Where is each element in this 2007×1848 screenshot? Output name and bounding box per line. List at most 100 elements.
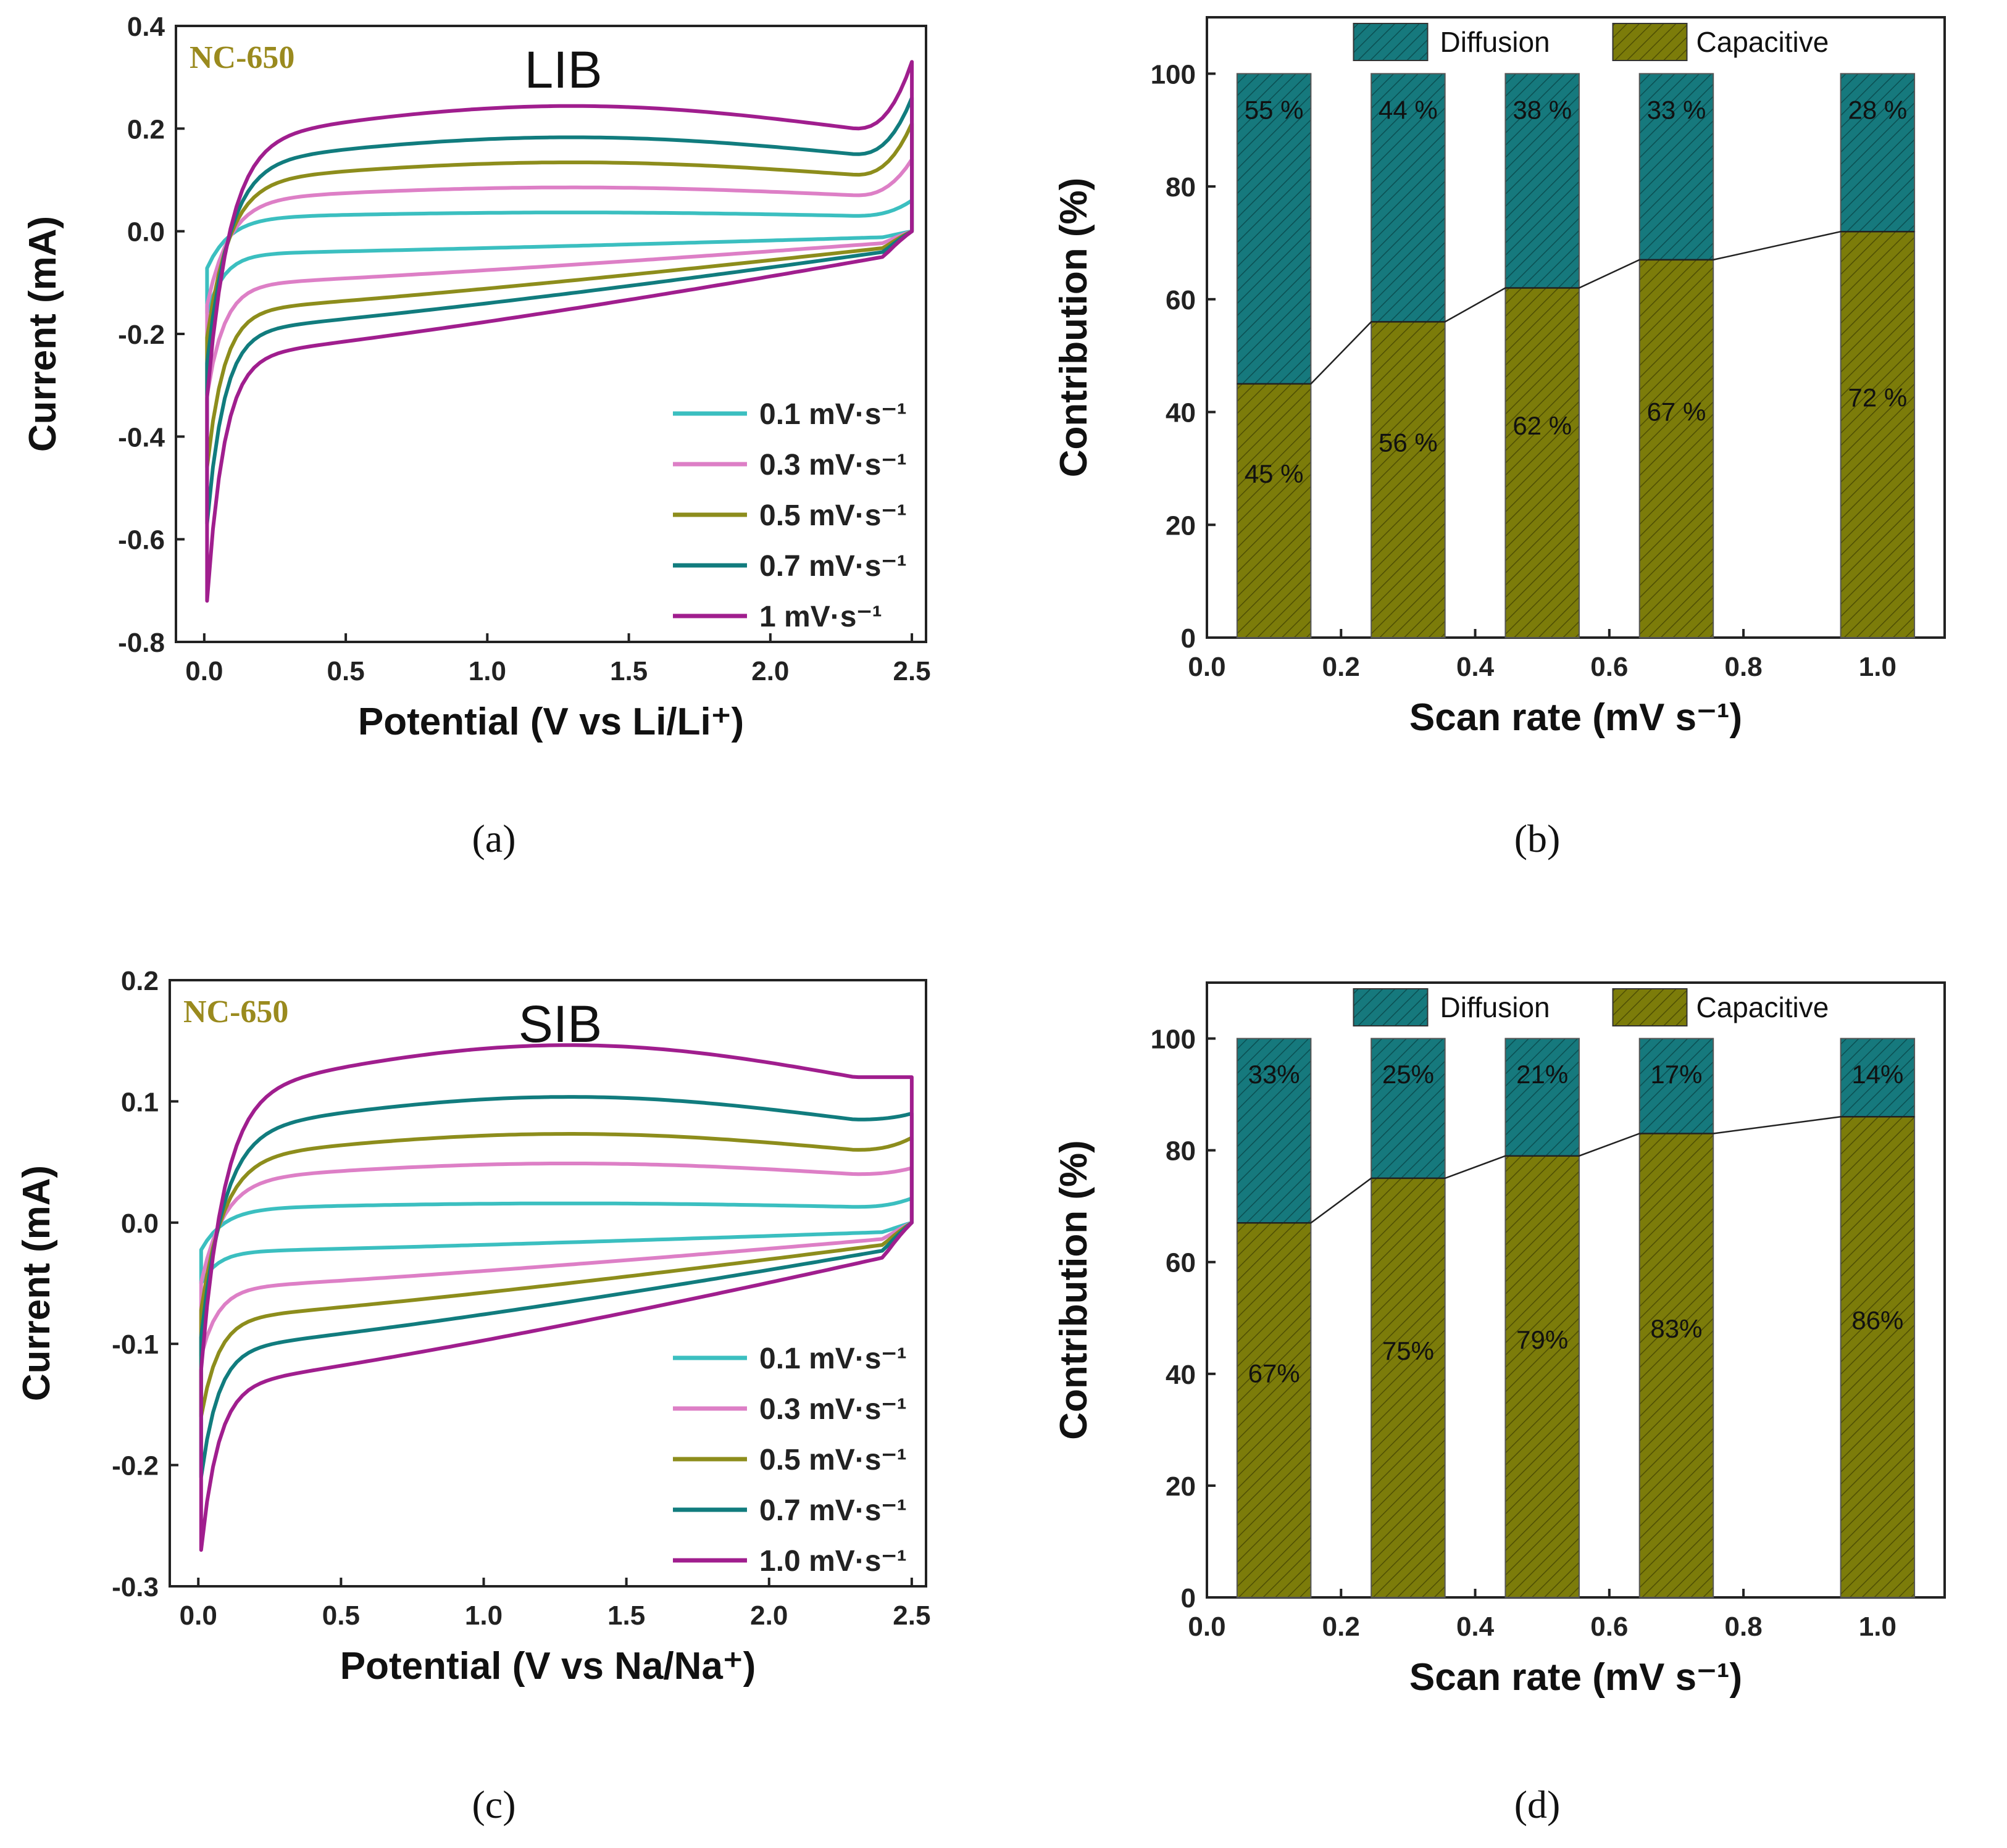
bar-diffusion (1371, 1038, 1446, 1179)
capacitive-label: 83% (1650, 1314, 1702, 1343)
diffusion-label: 17% (1650, 1060, 1702, 1089)
x-tick-label: 0.6 (1590, 1612, 1628, 1642)
diffusion-label: 28 % (1848, 95, 1907, 124)
legend-swatch-diffusion (1353, 988, 1429, 1026)
legend-swatch-capacitive (1612, 988, 1688, 1026)
panel-caption: (c) (472, 1783, 515, 1826)
y-tick-label: 100 (1151, 1025, 1196, 1055)
y-tick-label: 80 (1166, 172, 1196, 202)
bar-capacitive (1236, 383, 1312, 638)
legend-label: 1.0 mV·s⁻¹ (759, 1545, 907, 1578)
bar-capacitive (1371, 1177, 1446, 1598)
bar-diffusion (1638, 1038, 1714, 1134)
capacitive-label: 62 % (1513, 411, 1572, 440)
y-tick-label: 20 (1166, 510, 1196, 541)
legend-swatch-diffusion (1353, 23, 1429, 61)
bar-capacitive (1840, 1116, 1916, 1598)
legend-label-diffusion: Diffusion (1440, 991, 1550, 1023)
cv-curve-series-1 (199, 1196, 914, 1285)
x-tick-label: 0.0 (1188, 652, 1225, 682)
legend-label-diffusion: Diffusion (1440, 26, 1550, 58)
legend-label: 0.3 mV·s⁻¹ (759, 1393, 907, 1426)
panel-caption: (b) (1514, 817, 1561, 860)
legend-label: 0.1 mV·s⁻¹ (759, 1342, 907, 1375)
x-tick-label: 1.5 (607, 1600, 645, 1631)
bar-diffusion (1638, 73, 1714, 260)
x-tick-label: 0.2 (1322, 1612, 1360, 1642)
y-tick-label: 0.0 (121, 1209, 159, 1239)
x-tick-label: 0.4 (1456, 652, 1495, 682)
x-tick-label: 1.0 (469, 656, 506, 686)
y-tick-label: -0.2 (112, 1451, 159, 1481)
y-tick-label: 20 (1166, 1471, 1196, 1502)
cv-curve-series-5 (199, 1043, 914, 1552)
y-tick-label: -0.8 (118, 628, 165, 658)
sample-label: NC-650 (190, 40, 294, 75)
y-tick-label: 100 (1151, 59, 1196, 89)
y-tick-label: 0 (1181, 1583, 1196, 1613)
x-tick-label: 1.0 (1859, 1612, 1896, 1642)
panel-b: 0.0 0.2 0.4 0.6 0.8 1.0 0 20 40 60 80 100 Scan rate … (1053, 16, 1946, 860)
x-tick-label: 0.6 (1590, 652, 1628, 682)
legend-swatch-capacitive (1612, 23, 1688, 61)
y-tick-label: 0.2 (127, 114, 165, 144)
x-tick-label: 0.5 (327, 656, 365, 686)
diffusion-label: 55 % (1245, 95, 1304, 124)
y-tick-label: 0.4 (127, 12, 165, 42)
x-tick-label: 0.8 (1725, 1612, 1763, 1642)
capacitive-label: 45 % (1245, 459, 1304, 488)
x-tick-label: 2.0 (751, 656, 789, 686)
y-axis-label: Contribution (%) (1053, 1140, 1095, 1440)
capacitive-label: 72 % (1848, 383, 1907, 412)
capacitive-trend-line (1237, 1116, 1915, 1224)
diffusion-label: 33 % (1647, 95, 1706, 124)
capacitive-label: 67 % (1647, 397, 1706, 426)
legend-label-capacitive: Capacitive (1696, 991, 1829, 1023)
bar-diffusion (1236, 73, 1312, 385)
x-tick-label: 2.5 (893, 1600, 930, 1631)
x-tick-label: 0.0 (185, 656, 223, 686)
y-tick-label: 0.2 (121, 966, 159, 996)
x-axis-label: Scan rate (mV s⁻¹) (1409, 696, 1742, 739)
bar-diffusion (1504, 73, 1580, 289)
bar-capacitive (1638, 259, 1714, 638)
y-tick-label: 0.0 (127, 217, 165, 248)
x-tick-label: 1.5 (610, 656, 648, 686)
bar-diffusion (1371, 73, 1446, 323)
capacitive-label: 67% (1248, 1359, 1300, 1388)
legend-label: 1 mV·s⁻¹ (759, 601, 882, 633)
y-tick-label: 60 (1166, 285, 1196, 315)
bar-diffusion (1504, 1038, 1580, 1157)
capacitive-label: 79% (1516, 1325, 1568, 1354)
x-tick-label: 0.8 (1725, 652, 1763, 682)
x-axis-label: Scan rate (mV s⁻¹) (1409, 1656, 1742, 1699)
x-tick-label: 0.0 (1188, 1612, 1225, 1642)
panel-a: 0.0 0.5 1.0 1.5 2.0 2.5 -0.8 -0.6 -0.4 -0.2 0.0 0.2… (22, 12, 931, 860)
bar-capacitive (1504, 1155, 1580, 1598)
legend-label: 0.7 mV·s⁻¹ (759, 1494, 907, 1527)
x-tick-label: 0.5 (322, 1600, 360, 1631)
bar-capacitive (1504, 287, 1580, 638)
capacitive-label: 56 % (1379, 428, 1438, 457)
bar-capacitive (1236, 1222, 1312, 1598)
bar-diffusion (1840, 73, 1916, 233)
legend-label: 0.5 mV·s⁻¹ (759, 499, 907, 532)
y-tick-label: -0.2 (118, 320, 165, 350)
x-tick-label: 0.0 (180, 1600, 217, 1631)
y-tick-label: -0.4 (118, 422, 165, 452)
diffusion-label: 38 % (1513, 95, 1572, 124)
bar-diffusion (1840, 1038, 1916, 1118)
panel-caption: (d) (1514, 1783, 1561, 1826)
diffusion-label: 25% (1382, 1060, 1434, 1089)
legend-label: 0.3 mV·s⁻¹ (759, 449, 907, 481)
y-tick-label: 0 (1181, 623, 1196, 654)
y-tick-label: 60 (1166, 1248, 1196, 1278)
panel-c: 0.0 0.5 1.0 1.5 2.0 2.5 -0.3 -0.2 -0.1 0.0 0.1 0.2 P… (15, 966, 930, 1826)
capacitive-trend-line (1237, 230, 1915, 385)
y-axis-label: Contribution (%) (1053, 178, 1095, 478)
x-axis-label: Potential (V vs Li/Li⁺) (358, 701, 744, 743)
x-tick-label: 0.4 (1456, 1612, 1495, 1642)
y-tick-label: 0.1 (121, 1087, 159, 1117)
legend-label-capacitive: Capacitive (1696, 26, 1829, 58)
